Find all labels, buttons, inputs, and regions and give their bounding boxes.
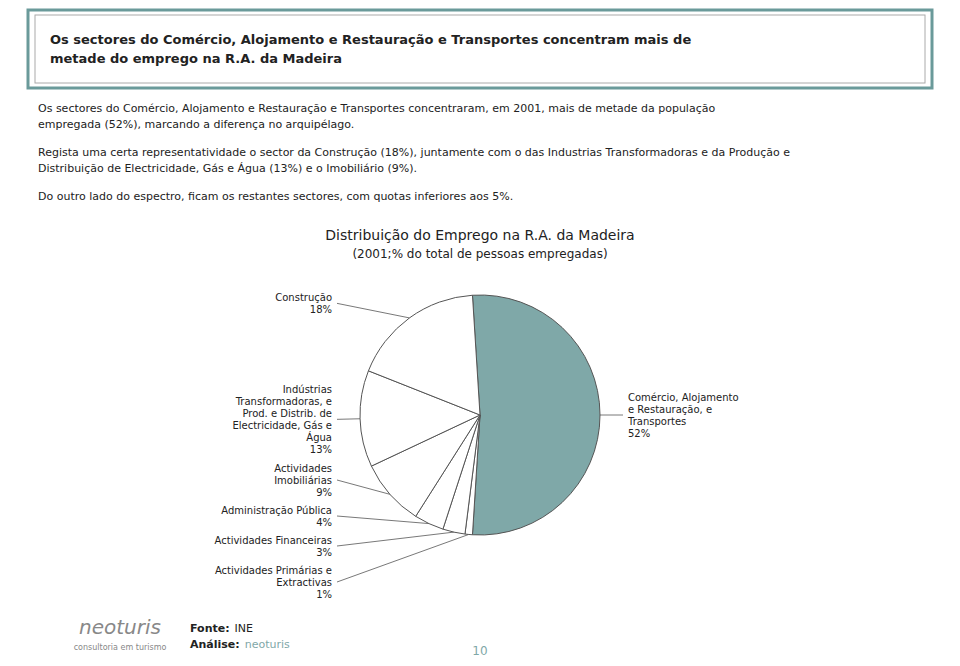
source-label: Fonte:	[190, 622, 230, 635]
slice-category-line: Actividades	[274, 463, 332, 474]
heading-box: Os sectores do Comércio, Alojamento e Re…	[28, 10, 932, 88]
slice-category-line: Água	[306, 431, 332, 443]
heading: Os sectores do Comércio, Alojamento e Re…	[50, 32, 691, 66]
slice-category-line: Administração Pública	[221, 505, 332, 516]
leader-line	[337, 534, 469, 582]
page: Os sectores do Comércio, Alojamento e Re…	[0, 0, 960, 666]
slice-category: Construção	[275, 292, 332, 303]
slice-category-line: Imobiliárias	[274, 475, 332, 486]
slice-category-line: Electricidade, Gás e	[232, 420, 332, 431]
heading-line: metade do emprego na R.A. da Madeira	[50, 51, 342, 66]
slice-category: Comércio, Alojamentoe Restauração, eTran…	[627, 392, 739, 427]
slice-value-label: 3%	[316, 547, 332, 558]
slice-category: Actividades Financeiras	[215, 535, 332, 546]
slice-value-label: 52%	[628, 428, 650, 439]
leader-line	[337, 532, 454, 546]
slice-label: IndústriasTransformadoras, eProd. e Dist…	[232, 384, 360, 455]
source: INE	[235, 622, 253, 635]
slice-category-line: Prod. e Distrib. de	[242, 408, 332, 419]
slice-label: ActividadesImobiliárias9%	[274, 463, 390, 498]
paragraph: Do outro lado do espectro, ficam os rest…	[38, 190, 513, 203]
slice-label: Administração Pública4%	[221, 505, 429, 528]
paragraph-line: Do outro lado do espectro, ficam os rest…	[38, 190, 513, 203]
footer: neoturis consultoria em turismo Fonte: INE A…	[74, 615, 488, 658]
slice-category: IndústriasTransformadoras, eProd. e Dist…	[232, 384, 332, 443]
paragraph-line: Os sectores do Comércio, Alojamento e Re…	[38, 102, 715, 115]
leader-line	[337, 480, 390, 494]
chart-subtitle: (2001;% do total de pessoas empregadas)	[352, 247, 607, 261]
pie-slice	[472, 295, 600, 535]
slice-category-line: Actividades Financeiras	[215, 535, 332, 546]
leader-line	[337, 418, 360, 420]
tagline: consultoria em turismo	[74, 643, 167, 652]
brand: neoturis	[79, 615, 161, 639]
slice-label: Actividades Financeiras3%	[215, 532, 454, 557]
slice-label: Comércio, Alojamentoe Restauração, eTran…	[600, 392, 739, 439]
heading-line: Os sectores do Comércio, Alojamento e Re…	[50, 32, 691, 47]
heading-inner-border	[35, 15, 925, 83]
leader-line	[337, 303, 409, 318]
slice-value-label: 4%	[316, 517, 332, 528]
paragraph: Os sectores do Comércio, Alojamento e Re…	[38, 102, 715, 131]
slice-category-line: Transportes	[627, 416, 686, 427]
slice-value-label: 9%	[316, 487, 332, 498]
slice-labels: Comércio, Alojamentoe Restauração, eTran…	[215, 292, 739, 600]
slice-category: Actividades Primárias eExtractivas	[215, 565, 332, 588]
slice-category-line: Extractivas	[276, 577, 332, 588]
slice-category-line: Construção	[275, 292, 332, 303]
slice-category-line: Comércio, Alojamento	[628, 392, 739, 403]
leader-line	[337, 516, 429, 524]
slice-category: ActividadesImobiliárias	[274, 463, 332, 486]
analysis: neoturis	[245, 638, 290, 651]
slice-label: Actividades Primárias eExtractivas1%	[215, 534, 469, 599]
slice-value-label: 18%	[310, 304, 332, 315]
page-number: 10	[472, 644, 487, 658]
chart-title: Distribuição do Emprego na R.A. da Madei…	[325, 227, 634, 243]
paragraph-line: Regista uma certa representatividade o s…	[38, 146, 790, 159]
slice-category-line: Actividades Primárias e	[215, 565, 332, 576]
slice-category-line: e Restauração, e	[628, 404, 712, 415]
slice-category: Administração Pública	[221, 505, 332, 516]
slice-label: Construção18%	[275, 292, 409, 318]
leader-line	[600, 415, 623, 416]
slice-value-label: 1%	[316, 589, 332, 600]
slice-category-line: Indústrias	[283, 384, 332, 395]
analysis-label: Análise:	[190, 638, 240, 651]
heading-border	[28, 10, 932, 88]
slice-category-line: Transformadoras, e	[235, 396, 332, 407]
pie	[360, 295, 600, 535]
paragraph-line: empregada (52%), marcando a diferença no…	[38, 118, 354, 131]
paragraph-line: Distribuição de Electricidade, Gás e Águ…	[38, 162, 417, 175]
slice-value-label: 13%	[310, 444, 332, 455]
paragraph: Regista uma certa representatividade o s…	[38, 146, 790, 175]
